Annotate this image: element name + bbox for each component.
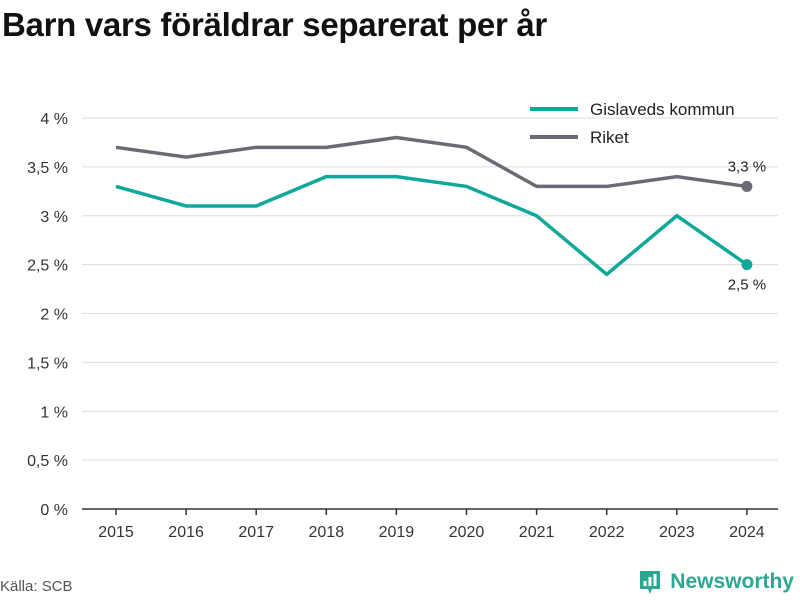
legend-label-riket: Riket — [590, 128, 629, 147]
chart-title: Barn vars föräldrar separerat per år — [2, 6, 547, 43]
x-tick-label: 2019 — [379, 524, 415, 541]
x-tick-label: 2021 — [519, 524, 555, 541]
x-tick-label: 2024 — [729, 524, 765, 541]
newsworthy-icon — [640, 571, 661, 594]
x-tick-label: 2017 — [238, 524, 274, 541]
source-note: Källa: SCB — [0, 578, 73, 595]
x-tick-label: 2018 — [309, 524, 345, 541]
end-point-riket — [741, 180, 753, 192]
newsworthy-logo[interactable]: Newsworthy — [638, 569, 794, 595]
y-tick-label: 1 % — [40, 404, 68, 421]
x-axis: 2015 2016 2017 2018 2019 2020 2021 2022 2023 2024 — [82, 508, 778, 541]
y-tick-label: 3,5 % — [27, 160, 68, 177]
legend-label-gislaved: Gislaveds kommun — [590, 100, 735, 119]
end-label-gislaved: 2,5 % — [728, 277, 766, 294]
y-tick-label: 0 % — [40, 502, 68, 519]
end-point-gislaved — [741, 259, 753, 271]
x-tick-label: 2020 — [449, 524, 485, 541]
brand-name: Newsworthy — [670, 570, 794, 593]
x-tick-label: 2016 — [168, 524, 204, 541]
y-tick-label: 1,5 % — [27, 355, 68, 372]
series-line-riket — [115, 135, 748, 189]
series-line-gislaved — [115, 174, 748, 277]
y-tick-label: 3 % — [40, 209, 68, 226]
end-labels: 3,3 % 2,5 % — [728, 158, 766, 293]
x-tick-label: 2023 — [659, 524, 695, 541]
legend: Gislaveds kommun Riket — [530, 100, 735, 147]
y-tick-label: 4 % — [40, 111, 68, 128]
y-axis-ticks: 0 % 0,5 % 1 % 1,5 % 2 % 2,5 % 3 % 3,5 % 4 % — [27, 111, 68, 519]
series-lines — [115, 135, 753, 277]
y-tick-label: 2 % — [40, 307, 68, 324]
gridlines — [82, 117, 778, 461]
y-tick-label: 2,5 % — [27, 258, 68, 275]
end-label-riket: 3,3 % — [728, 158, 766, 175]
y-tick-label: 0,5 % — [27, 453, 68, 470]
x-tick-label: 2015 — [98, 524, 134, 541]
x-tick-label: 2022 — [589, 524, 625, 541]
